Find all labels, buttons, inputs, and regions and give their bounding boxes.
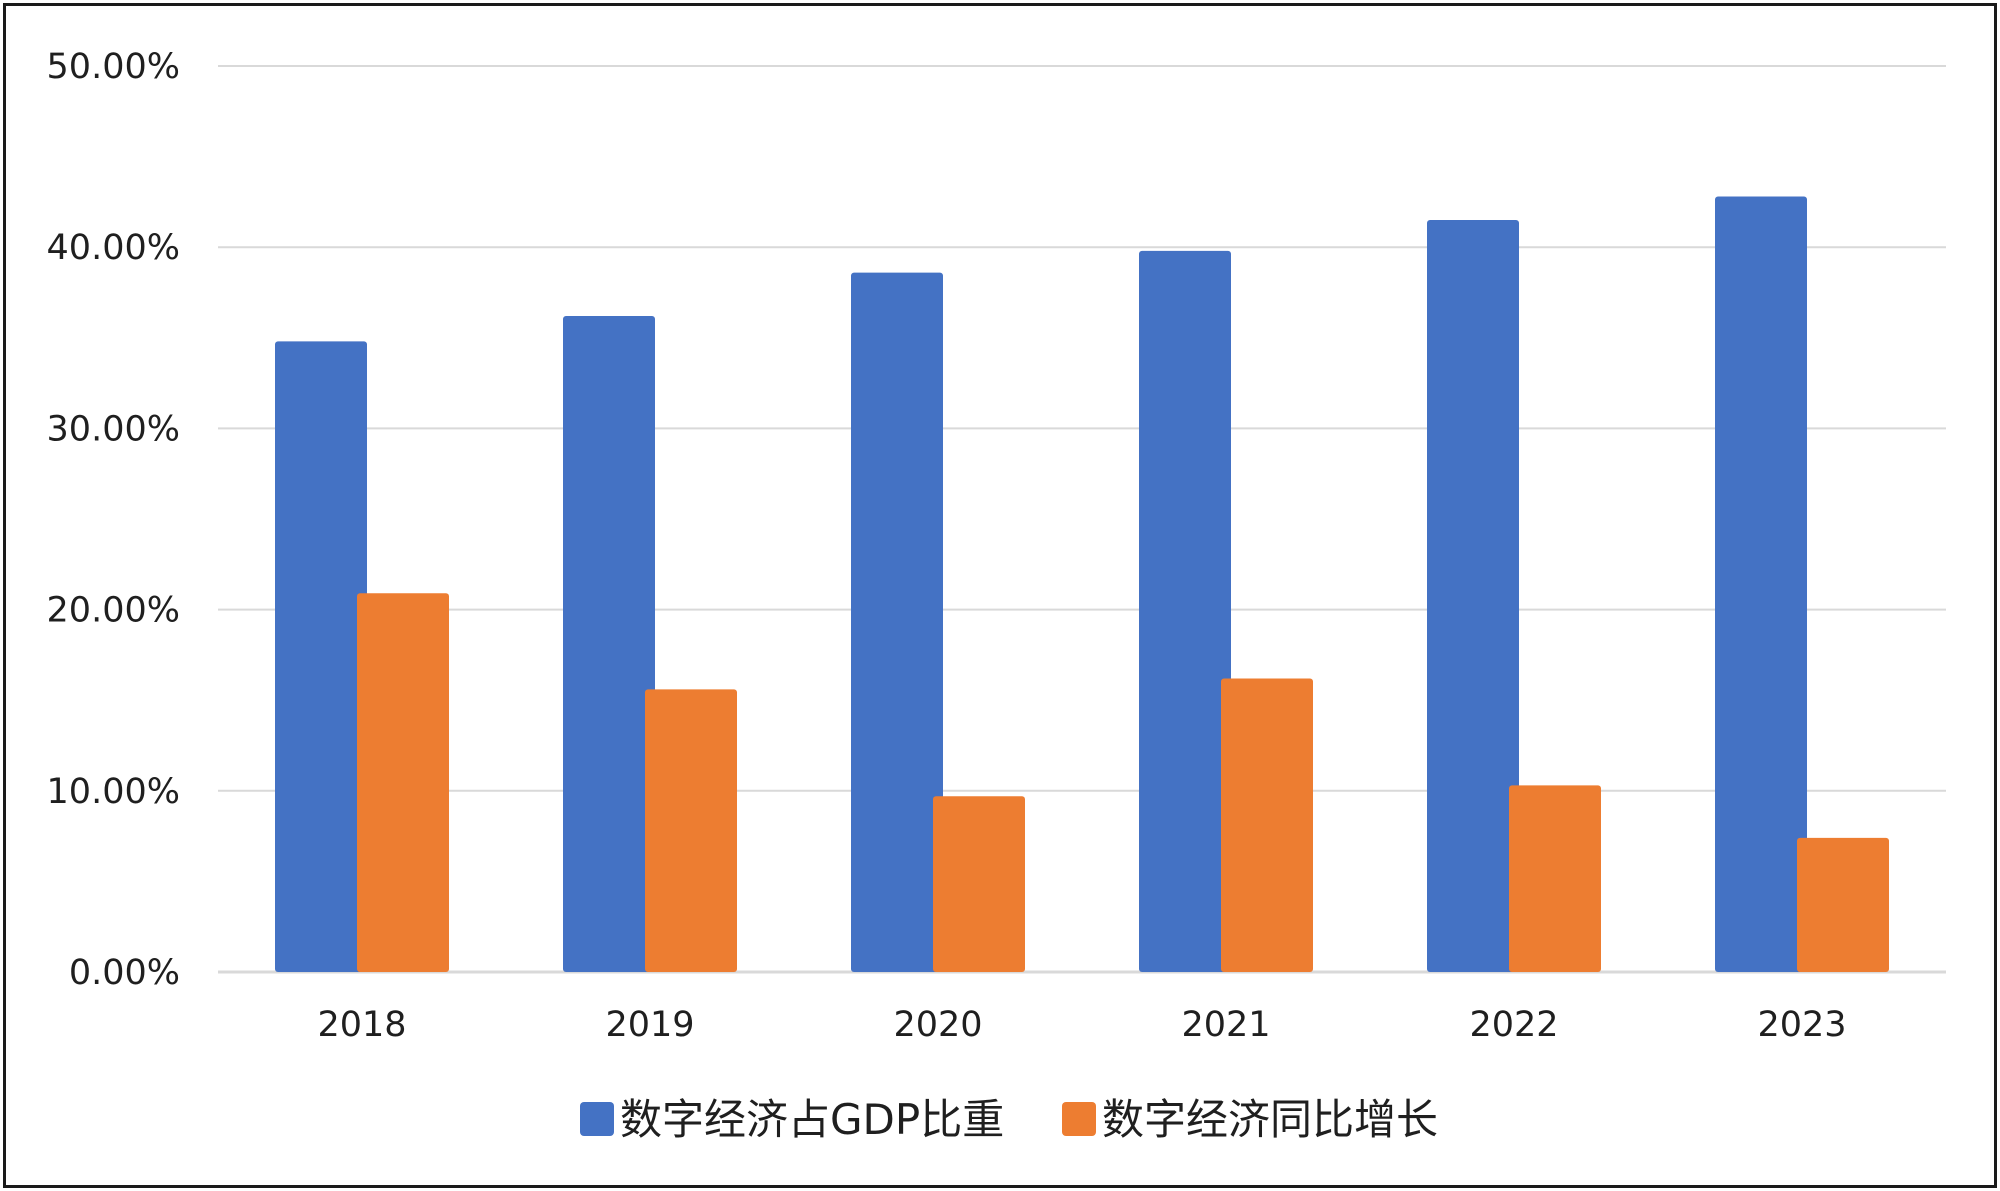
x-tick-label: 2018 <box>317 1005 406 1045</box>
bar-gdp-share-2019 <box>563 316 655 972</box>
y-tick-label: 50.00% <box>47 47 180 87</box>
y-tick-label: 40.00% <box>47 228 180 268</box>
bar-gdp-share-2023 <box>1715 196 1807 973</box>
x-tick-label: 2019 <box>605 1005 694 1045</box>
x-axis: 2018 2019 2020 2021 2022 2023 <box>317 1005 1846 1045</box>
legend-label-gdp-share: 数字经济占GDP比重 <box>620 1095 1004 1144</box>
bar-gdp-share-2020 <box>851 272 943 972</box>
x-tick-label: 2020 <box>893 1005 982 1045</box>
bars <box>275 196 1889 973</box>
y-tick-label: 0.00% <box>69 953 180 993</box>
y-tick-label: 20.00% <box>47 591 180 631</box>
bar-yoy-growth-2018 <box>357 593 449 972</box>
y-tick-label: 30.00% <box>47 409 180 449</box>
bar-gdp-share-2021 <box>1139 250 1231 973</box>
bar-gdp-share-2018 <box>275 341 367 972</box>
legend-label-yoy-growth: 数字经济同比增长 <box>1102 1095 1438 1144</box>
legend: 数字经济占GDP比重 数字经济同比增长 <box>580 1095 1438 1144</box>
legend-swatch-gdp-share <box>580 1102 614 1136</box>
legend-swatch-yoy-growth <box>1062 1102 1096 1136</box>
gridlines <box>218 65 1946 974</box>
bar-yoy-growth-2022 <box>1509 785 1601 972</box>
x-tick-label: 2023 <box>1757 1005 1846 1045</box>
y-tick-label: 10.00% <box>47 772 180 812</box>
bar-yoy-growth-2023 <box>1797 837 1889 972</box>
bar-gdp-share-2022 <box>1427 220 1519 972</box>
bar-yoy-growth-2019 <box>645 689 737 972</box>
x-tick-label: 2022 <box>1469 1005 1558 1045</box>
bar-yoy-growth-2020 <box>933 796 1025 972</box>
x-tick-label: 2021 <box>1181 1005 1270 1045</box>
bar-yoy-growth-2021 <box>1221 678 1313 972</box>
y-axis: 0.00% 10.00% 20.00% 30.00% 40.00% 50.00% <box>47 47 180 993</box>
